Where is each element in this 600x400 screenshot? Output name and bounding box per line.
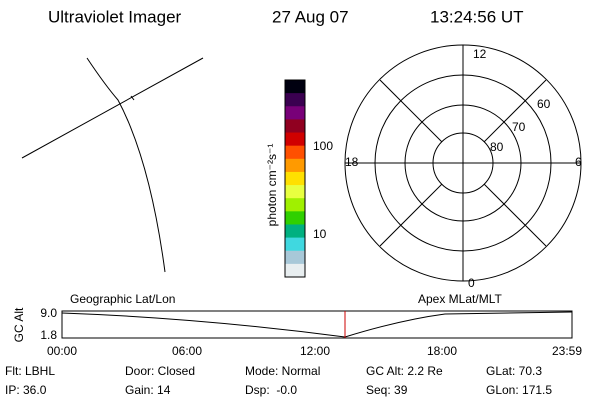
color-swatch — [285, 171, 305, 186]
x-tick: 23:59 — [552, 344, 582, 358]
color-swatch — [285, 106, 305, 120]
status-field: Door: Closed — [125, 364, 195, 378]
colorbar-frame — [284, 79, 306, 278]
marker — [130, 95, 135, 101]
y-tick: 9.0 — [40, 306, 57, 320]
color-swatch — [285, 145, 305, 160]
polar-label: 0 — [468, 276, 475, 290]
color-swatch — [285, 198, 305, 212]
polar-label: 60 — [537, 97, 551, 111]
title: Ultraviolet Imager — [48, 7, 182, 26]
color-swatch — [285, 185, 305, 199]
colorbar — [284, 79, 306, 278]
y-label: GC Alt — [12, 307, 26, 342]
x-ticks: 00:00 06:00 12:00 18:00 23:59 — [47, 344, 582, 358]
color-swatch — [285, 263, 305, 278]
color-swatch — [285, 158, 305, 173]
x-tick: 18:00 — [427, 344, 457, 358]
plot-title: Geographic Lat/Lon — [70, 292, 175, 306]
colorbar-tick: 100 — [313, 139, 333, 153]
plot-title: Apex MLat/MLT — [418, 292, 502, 306]
color-swatch — [285, 93, 305, 107]
status-field: GLon: 171.5 — [486, 383, 552, 397]
status-field: Gain: 14 — [125, 383, 171, 397]
polar-label: 6 — [575, 155, 582, 169]
status-field: Seq: 39 — [366, 383, 408, 397]
colorbar-tick: 10 — [313, 227, 327, 241]
status: Flt: LBHL Door: Closed Mode: Normal GC Alt:… — [5, 364, 552, 397]
x-tick: 00:00 — [47, 344, 77, 358]
status-field: IP: 36.0 — [5, 383, 47, 397]
color-swatch — [285, 211, 305, 225]
color-swatch — [285, 119, 305, 134]
colorbar-label: photon cm⁻²s⁻¹ — [265, 144, 279, 227]
geo-panel — [21, 57, 204, 273]
date: 27 Aug 07 — [272, 7, 349, 26]
lon-line — [86, 57, 166, 273]
color-swatch — [285, 132, 305, 147]
plot-frame — [61, 310, 573, 339]
diag — [483, 183, 547, 247]
status-field: Flt: LBHL — [5, 364, 55, 378]
status-field: GC Alt: 2.2 Re — [366, 364, 443, 378]
color-swatch — [285, 237, 305, 252]
diag — [379, 183, 443, 247]
polar-plot — [344, 44, 582, 282]
lat-line — [21, 57, 204, 159]
altitude-curve — [61, 311, 573, 338]
y-tick: 1.8 — [40, 328, 57, 342]
x-tick: 06:00 — [172, 344, 202, 358]
diag — [379, 79, 443, 143]
color-swatch — [285, 224, 305, 239]
polar-label: 70 — [512, 120, 526, 134]
polar-label: 18 — [345, 155, 359, 169]
status-field: GLat: 70.3 — [486, 364, 542, 378]
polar-label: 12 — [473, 47, 487, 61]
diag — [483, 79, 547, 143]
x-tick: 12:00 — [300, 344, 330, 358]
status-field: Mode: Normal — [245, 364, 320, 378]
time: 13:24:56 UT — [430, 7, 524, 26]
color-swatch — [285, 250, 305, 265]
color-swatch — [285, 80, 305, 94]
status-field: Dsp: -0.0 — [245, 383, 297, 397]
polar-label: 80 — [490, 140, 504, 154]
